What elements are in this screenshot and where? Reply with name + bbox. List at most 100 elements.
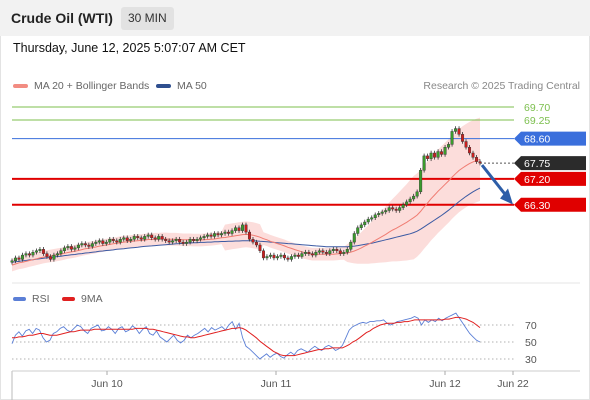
candle-body [199,237,203,240]
candle-body [10,260,14,263]
level-tag-68-60 [514,131,586,146]
candle-body [118,239,122,243]
candle-body [38,249,42,251]
candle-body [317,250,321,253]
candle-body [62,247,66,251]
candle-body [314,251,318,256]
level-tag-67-75 [514,156,586,171]
candle-body [401,204,405,208]
candle-body [31,251,35,256]
level-tag-67-20 [514,171,586,186]
candle-body [244,224,248,233]
candle-body [293,254,297,257]
period-button[interactable]: 30 MIN [121,7,174,30]
candle-body [220,233,224,236]
instrument-title: Crude Oil (WTI) [11,10,113,26]
candle-body [143,236,147,240]
candle-body [73,247,77,250]
candle-body [391,207,395,210]
candle-body [338,250,342,254]
candle-body [139,237,143,240]
candle-body [195,239,199,241]
timestamp: Thursday, June 12, 2025 5:07:07 AM CET [13,41,246,55]
candles-group [10,126,482,265]
candle-body [94,241,98,244]
candle-body [394,208,398,211]
candle-body [303,251,307,254]
candle-body [178,239,182,243]
legend-ma20-label: MA 20 + Bollinger Bands [34,80,150,92]
x-tick-label: Jun 11 [261,378,292,390]
candle-body [125,237,129,241]
candle-body [387,207,391,211]
source-credit: Research © 2025 Trading Central [423,80,580,92]
candle-body [258,244,262,251]
candle-body [342,251,346,254]
candle-body [227,231,231,234]
candle-body [296,254,300,257]
level-label-67-75: 67.75 [524,158,550,170]
legend-ma50: MA 50 [156,80,207,92]
level-label-66-30: 66.30 [524,200,550,212]
candle-body [352,233,356,243]
candle-body [468,147,472,154]
bollinger-band [12,117,480,272]
candle-body [426,155,430,159]
candle-body [331,249,335,251]
forecast-arrow-shaft [480,164,508,197]
candle-body [265,256,269,259]
candle-body [234,227,238,231]
candle-body [48,256,52,260]
candle-body [209,234,213,237]
candle-body [349,241,353,250]
legend-rsi: RSI [13,293,50,305]
candle-body [108,239,112,243]
candle-body [45,253,49,257]
candle-body [34,250,38,253]
candle-body [408,198,412,203]
candle-body [268,254,272,257]
candle-body [132,236,136,240]
candle-body [17,257,21,260]
rsi-9ma-line [12,316,481,357]
candle-body [254,241,258,246]
candle-body [216,233,220,236]
candle-body [122,237,126,240]
candle-body [24,253,28,256]
candle-body [157,236,161,240]
candle-body [66,246,70,249]
candle-body [440,151,444,155]
candle-body [192,239,196,241]
candle-body [324,251,328,254]
candle-body [454,128,458,132]
candle-body [251,239,255,243]
candle-body [377,213,381,216]
candle-body [471,152,475,158]
candle-body [13,257,17,262]
candle-body [289,256,293,260]
candle-body [55,253,59,256]
ma20-line [11,158,481,266]
rsi-level-label-70: 70 [525,320,537,332]
candle-body [20,254,24,260]
x-tick-label: Jun 10 [91,378,123,390]
candle-body [478,161,482,164]
candle-body [321,250,325,253]
candle-body [101,240,105,244]
candle-body [153,237,157,240]
candle-body [206,234,210,237]
candle-body [307,251,311,254]
ma50-line [11,187,481,263]
candle-body [363,221,367,226]
candle-body [328,250,332,254]
candle-body [59,250,63,254]
candle-body [111,239,115,241]
candle-body [412,195,416,200]
9ma-swatch [62,297,75,301]
candle-body [422,155,426,171]
candle-body [174,239,178,241]
candle-body [41,249,45,254]
rsi-level-label-50: 50 [525,337,537,349]
candle-body [261,250,265,259]
